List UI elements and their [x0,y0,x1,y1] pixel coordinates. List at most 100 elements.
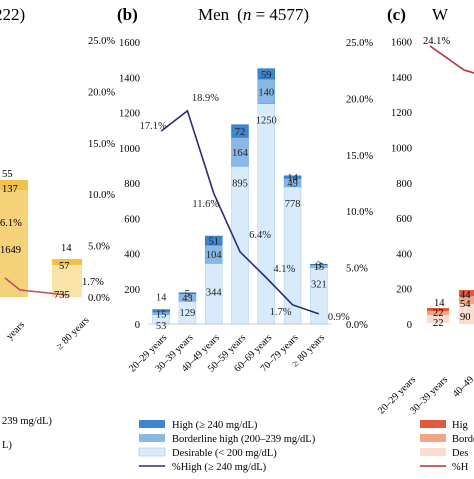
panel-b-ytick: 1600 [119,38,140,49]
panel-a-bar-1-top [0,180,28,190]
legend-borderline-label: Borderline high (200–239 mg/dL) [172,434,316,445]
line-label-4: 6.4% [249,230,271,241]
panel-c-legend-des: Des [452,448,468,459]
bar-label-desirable-7: 321 [311,279,327,290]
bar-high-5 [257,68,276,80]
panel-c-bar-1-border [427,311,449,315]
panel-b-y2tick: 20.0% [346,94,373,105]
bar-high-6 [283,175,302,179]
panel-b-title-value: = 4577) [251,5,309,24]
bar-label-desirable-6: 778 [285,199,301,210]
panel-c-line [429,45,474,74]
panel-c-legend-high-swatch [420,420,446,428]
bar-label-desirable-3: 344 [206,287,223,298]
panel-c-legend-border-swatch [420,434,446,442]
panel-a-title-fragment: 222) [0,5,25,24]
panel-c-label-54: 54 [460,299,471,310]
panel-b-y2tick: 15.0% [346,151,373,162]
panel-a-legend-fragment-2: L) [2,440,12,451]
bar-label-desirable-5: 1250 [256,116,277,127]
panel-a-y2tick: 20.0% [88,87,115,98]
panel-a-right-axis: 0.0% 5.0% 10.0% 15.0% 20.0% 25.0% [88,36,115,304]
bar-high-1 [152,309,170,313]
panel-c-bar-2-des [459,304,474,324]
panel-b-title-n: n [243,5,252,24]
panel-b-ytick: 200 [124,285,140,296]
panel-a-y2tick: 25.0% [88,36,115,47]
panel-c-bar-1-des [427,315,449,323]
panel-b-ytick: 800 [124,179,140,190]
bar-label-high-4: 72 [235,127,246,138]
bar-label-borderline-5: 140 [258,87,274,98]
bar-label-high-7: 3 [316,261,321,272]
panel-a-legend-fragment-1: 239 mg/dL) [2,416,52,427]
panel-c-ytick: 1200 [391,108,412,119]
panel-b-ytick: 1200 [119,109,140,120]
bar-label-desirable-2: 129 [180,308,196,319]
panel-a-label-pct: 6.1% [0,218,22,229]
panel-a-label-137: 137 [2,184,18,195]
bar-label-borderline-1: 15 [156,309,167,320]
panel-b-title: Men (n = 4577) [198,5,309,24]
bar-desirable-7 [310,267,328,325]
panel-a-xtick-2: years [4,319,27,342]
panel-a-label-14: 14 [61,243,72,254]
bar-high-4 [231,124,249,138]
bar-label-high-1: 14 [156,293,167,304]
line-label-5: 4.1% [273,264,295,275]
panel-c-bar-2-high [459,290,474,296]
bar-label-borderline-2: 43 [182,293,193,304]
panel-a-xtick-3: ≥ 80 years [54,315,91,352]
line-label-7: 0.9% [328,312,350,323]
panel-a-label-1649: 1649 [0,245,21,256]
panel-b-plot: 0 200 400 600 800 1000 1200 1400 1600 0.0% 5.0% 10.… [119,38,373,374]
line-label-1: 17.1% [140,121,167,132]
panel-c-label-22a: 22 [433,308,444,319]
bar-label-high-5: 59 [261,70,272,81]
panel-a-y2tick: 0.0% [88,293,110,304]
panel-c-label-22b: 22 [433,318,444,329]
bar-label-borderline-4: 164 [232,148,249,159]
panel-c-label-90: 90 [460,312,471,323]
bar-label-borderline-6: 49 [287,179,298,190]
panel-c-ytick: 400 [396,249,412,260]
panel-b-y2tick: 5.0% [346,264,368,275]
legend-line-label: %High (≥ 240 mg/dL) [172,462,267,473]
panel-c-label-44: 44 [460,290,471,301]
panel-c-ytick: 1000 [391,144,412,155]
bar-label-desirable-1: 53 [156,321,167,332]
panel-c-label-pct: 24.1% [423,36,450,47]
panel-c-partial: (c) W 0 200 400 600 800 1000 1200 1400 1600 24.1… [376,5,474,473]
bar-high-2 [178,292,197,294]
panel-b-ytick: 1400 [119,73,140,84]
panel-b-y2tick: 25.0% [346,38,373,49]
panel-b-title-paren: ( [237,5,243,24]
panel-b-letter: (b) [117,5,138,24]
panel-c-legend-border: Border [452,434,474,445]
panel-c-title-fragment: W [432,5,449,24]
panel-c-legend-line: %H [452,462,469,473]
panel-c-legend-high: Hig [452,420,469,431]
legend-high-swatch [139,420,165,428]
bar-label-high-2: 5 [185,289,190,300]
panel-c-ytick: 1400 [391,73,412,84]
line-pct-high [160,109,320,315]
panel-b-ytick: 400 [124,250,140,261]
panel-a-y2tick: 5.0% [88,242,110,253]
legend-desirable-label: Desirable (< 200 mg/dL) [172,448,277,459]
panel-a-y2tick: 10.0% [88,190,115,201]
panel-b-ytick: 0 [135,320,140,331]
line-label-2: 18.9% [192,93,219,104]
panel-a-label-57: 57 [59,261,70,272]
panel-a-bar-1 [0,185,28,297]
panel-b: (b) Men (n = 4577) 0200400600800100012001… [117,5,373,473]
legend-high-label: High (≥ 240 mg/dL) [172,420,258,431]
bar-label-high-6: 14 [287,173,298,184]
panel-a-y2tick: 15.0% [88,139,115,150]
bar-high-7 [310,264,328,266]
panel-a-label-pct-2: 1.7% [82,277,104,288]
legend-desirable-swatch [138,447,166,457]
panel-c-bar-1-high [427,308,449,311]
